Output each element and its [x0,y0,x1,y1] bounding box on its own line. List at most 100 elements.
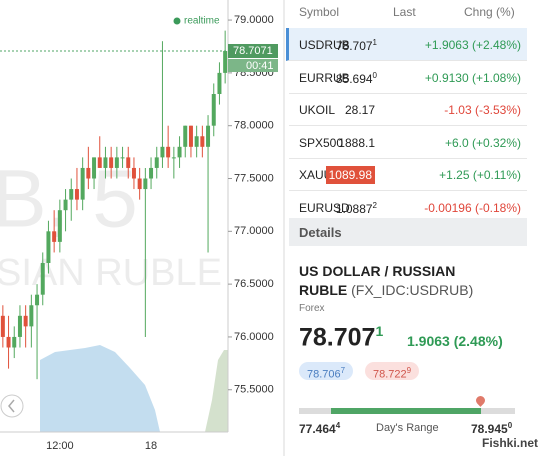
instrument-name: US DOLLAR / RUSSIAN RUBLE [299,263,456,298]
y-tick-label: 75.5000 [234,384,274,396]
price-sup: 1 [375,323,384,339]
bid-sup: 7 [340,366,346,375]
low-main: 77.464 [299,422,336,436]
candle-body [109,157,114,168]
row-last: 85.6940 [336,71,377,86]
candle-body [206,125,211,147]
status-dot [173,17,181,25]
details-name: US DOLLAR / RUSSIAN RUBLE (FX_IDC:USDRUB… [299,262,489,300]
price: 78.7071 [299,323,383,352]
candle-body [23,315,28,327]
header-change: Chng (%) [464,5,515,19]
header-symbol: Symbol [299,5,340,19]
price-change: 1.9063 (2.48%) [407,333,503,349]
candle-body [223,51,228,73]
y-tick-label: 77.5000 [234,172,274,184]
candle-body [171,157,176,159]
row-symbol: UKOIL [299,103,336,117]
row-last-sup: 2 [372,200,377,210]
row-change: +6.0 (+0.32%) [444,135,521,150]
candle-body [149,167,154,179]
candle-body [194,136,199,147]
range-fill [331,408,481,414]
row-last: 1888.1 [338,136,375,150]
price-badge-text: 78.7071 [233,45,273,57]
status: realtime [184,16,220,27]
row-last-main: 1.0887 [335,201,373,216]
row-last-main: 1089.98 [328,168,372,182]
row-symbol: USDRUB [299,38,350,52]
candle-body [120,157,125,159]
watchlist-row[interactable]: UKOIL 28.17 -1.03 (-3.53%) [289,93,527,126]
candle-body [35,294,40,306]
bid-main: 78.706 [307,368,341,381]
row-last: 1.08872 [336,201,377,216]
instrument-ticker: (FX_IDC:USDRUB) [351,282,474,298]
candle-body [97,157,102,168]
row-change: +1.25 (+0.11%) [439,168,521,182]
watchlist-row[interactable]: SPX500 1888.1 +6.0 (+0.32%) [289,126,527,159]
volume-area [40,345,160,432]
range-label: Day's Range [376,422,439,434]
chart: B, 5 SIAN RUBLE 79.000078.500078.000077.… [0,0,285,456]
watchlist-row[interactable]: XAUUSD 1089.98 +1.25 (+0.11%) [289,158,527,191]
row-last: 1089.98 [325,166,375,184]
row-last-sup: 0 [372,70,377,80]
candle-body [131,167,136,179]
candle-body [160,146,165,158]
candle-body [154,157,159,168]
price-badge [228,44,278,59]
candle-body [29,305,34,327]
candle-body [137,178,142,190]
y-tick-label: 79.0000 [234,14,274,26]
ask-sup: 9 [406,366,412,375]
candle-body [46,231,51,264]
row-change: -0.00196 (-0.18%) [424,200,521,215]
candle-body [69,189,74,200]
candle-body [92,157,97,179]
candle-body [103,157,108,168]
market: Forex [299,303,325,314]
x-tick-label: 12:00 [46,440,74,452]
row-last-sup: 1 [372,38,377,47]
scroll-button[interactable] [0,394,24,418]
details-bar [289,218,527,246]
watermark-name: SIAN RUBLE [0,252,222,294]
candle-body [177,146,182,158]
row-last-main: 85.694 [335,71,373,86]
watchlist-row[interactable]: EURRUB 85.6940 +0.9130 (+1.08%) [289,61,527,94]
y-tick-label: 76.5000 [234,278,274,290]
candle-body [217,72,222,95]
y-tick-label: 78.0000 [234,120,274,132]
candle-body [12,336,17,348]
candle-body [80,167,85,200]
countdown: 00:41 [246,60,274,72]
range-marker [474,394,487,407]
row-last-main: 78.707 [335,39,373,53]
candle-body [211,94,216,126]
ask: 78.7229 [365,362,420,381]
candle-body [0,315,5,337]
details-header: Details [299,225,342,240]
candle-body [52,231,57,242]
candle-body [63,199,68,211]
candle-body [188,125,193,147]
scroll-arrow [8,399,15,413]
candle-body [200,136,205,147]
candle-body [86,167,91,179]
range-low: 77.4644 [299,421,340,436]
row-last: 28.17 [345,103,375,117]
high-sup: 0 [507,421,513,430]
side-panel: Symbol Last Chng (%) USDRUB 78.7071 +1.906… [286,0,541,456]
high-main: 78.945 [471,422,508,436]
row-symbol: EURUSD [299,200,350,215]
candle-body [40,263,45,295]
header-last: Last [393,5,416,19]
site-watermark: Fishki.net [482,436,539,450]
y-tick-label: 77.0000 [234,225,274,237]
x-tick-label: 18 [145,440,157,452]
row-change: +1.9063 (+2.48%) [424,38,521,52]
watchlist-row[interactable]: USDRUB 78.7071 +1.9063 (+2.48%) [286,28,527,61]
candle-body [6,336,11,348]
